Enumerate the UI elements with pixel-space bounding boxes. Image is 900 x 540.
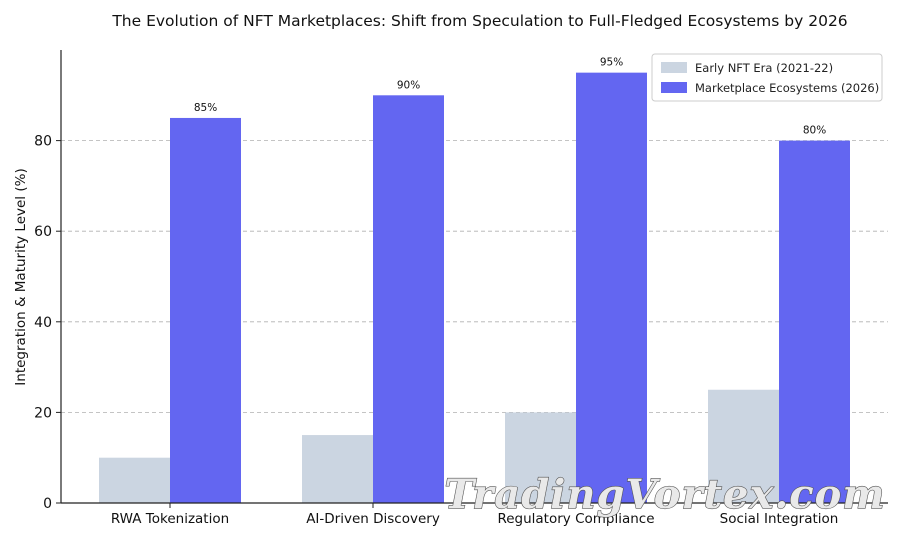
legend: Early NFT Era (2021-22) Marketplace Ecos… xyxy=(651,53,883,102)
x-tick-label-regulatory-compliance: Regulatory Compliance xyxy=(497,511,654,527)
x-ticks: RWA Tokenization AI-Driven Discovery Regul… xyxy=(111,503,839,527)
bar-regulatory-compliance-series-2 xyxy=(576,72,647,504)
bar-social-integration-series-1 xyxy=(708,389,779,503)
legend-swatch-ecosystems-2026 xyxy=(661,82,687,93)
data-label-ai-driven-discovery: 90% xyxy=(397,79,420,91)
bar-regulatory-compliance-series-1 xyxy=(505,412,576,503)
y-axis-label: Integration & Maturity Level (%) xyxy=(13,168,29,385)
y-tick-label-40: 40 xyxy=(34,315,52,331)
y-tick-label-80: 80 xyxy=(34,134,52,150)
watermark: TradingVortex.com xyxy=(444,471,885,518)
data-label-regulatory-compliance: 95% xyxy=(600,57,623,69)
bar-ai-driven-discovery-series-2 xyxy=(373,95,444,504)
bar-social-integration-series-2 xyxy=(779,140,850,503)
bars xyxy=(99,72,850,504)
legend-frame xyxy=(651,53,883,102)
legend-swatch-early-era xyxy=(661,62,687,73)
y-tick-label-60: 60 xyxy=(34,224,52,240)
chart-title: The Evolution of NFT Marketplaces: Shift… xyxy=(111,12,847,30)
legend-label-ecosystems-2026: Marketplace Ecosystems (2026) xyxy=(695,81,879,95)
x-tick-label-rwa-tokenization: RWA Tokenization xyxy=(111,511,229,527)
legend-label-early-era: Early NFT Era (2021-22) xyxy=(695,61,833,75)
data-labels: 85% 90% 95% 80% xyxy=(194,57,826,137)
axes xyxy=(60,50,888,504)
x-tick-label-ai-driven-discovery: AI-Driven Discovery xyxy=(306,511,440,527)
bar-rwa-tokenization-series-1 xyxy=(99,457,170,503)
data-label-rwa-tokenization: 85% xyxy=(194,102,217,114)
y-tick-label-20: 20 xyxy=(34,405,52,421)
bar-rwa-tokenization-series-2 xyxy=(170,117,241,503)
x-tick-label-social-integration: Social Integration xyxy=(720,511,839,527)
bar-ai-driven-discovery-series-1 xyxy=(302,435,373,503)
y-ticks: 0 20 40 60 80 xyxy=(34,134,61,512)
y-tick-label-0: 0 xyxy=(43,496,52,512)
data-label-social-integration: 80% xyxy=(803,125,826,137)
